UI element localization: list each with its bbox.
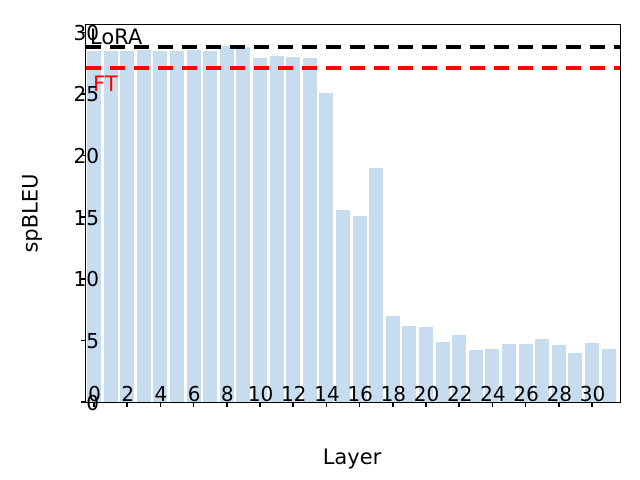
bar (203, 50, 218, 402)
y-axis-tick-label: 20 (73, 144, 99, 169)
x-axis-label: Layer (322, 445, 382, 469)
bar (352, 215, 367, 402)
x-axis-tick (524, 402, 527, 407)
x-axis-tick-label: 16 (347, 382, 373, 406)
y-axis-tick (81, 339, 86, 342)
x-axis-tick (325, 402, 328, 407)
bar (485, 349, 500, 402)
bar (302, 58, 317, 402)
bar (385, 315, 400, 402)
bar (419, 326, 433, 402)
bar (136, 49, 151, 402)
y-axis-tick (81, 216, 86, 218)
bar (236, 47, 251, 402)
bar (518, 344, 533, 402)
y-axis-tick-label: 10 (73, 267, 99, 292)
x-axis-tick (458, 402, 460, 407)
x-axis-tick (491, 402, 494, 407)
y-axis-tick (81, 154, 86, 157)
bar (253, 58, 267, 402)
y-axis-tick-label: 30 (73, 20, 99, 45)
plot-area: LoRA FT (81, 24, 621, 407)
bar (551, 345, 566, 402)
bar (153, 50, 168, 402)
x-axis-tick-label: 20 (413, 382, 440, 406)
y-axis-tick (81, 93, 86, 95)
y-axis-label: spBLEU (18, 173, 43, 253)
y-axis-tick-label: 5 (86, 328, 99, 353)
x-axis-tick-label: 18 (380, 382, 407, 406)
bar (120, 50, 135, 402)
x-axis-tick (126, 402, 128, 407)
x-axis-tick (392, 402, 394, 407)
ft-reference-line (86, 66, 620, 70)
bar (186, 49, 201, 402)
x-axis-tick-label: 14 (314, 382, 340, 406)
x-axis-tick-label: 6 (187, 382, 201, 406)
bar (601, 349, 616, 402)
y-axis-tick (81, 31, 86, 34)
bar (336, 209, 350, 402)
x-axis-tick-label: 0 (88, 382, 101, 406)
x-axis-tick-label: 30 (579, 382, 606, 406)
x-axis-tick (259, 402, 261, 407)
x-axis-tick-label: 2 (121, 382, 135, 406)
x-axis-tick-label: 8 (220, 382, 234, 406)
x-axis-tick (358, 402, 361, 407)
y-axis-tick (81, 401, 86, 403)
x-axis-tick (192, 402, 195, 407)
x-axis-tick-label: 28 (546, 382, 573, 406)
ft-line-label: FT (93, 72, 118, 96)
bar (319, 92, 334, 402)
y-axis-tick-label: 25 (73, 82, 99, 107)
bar (170, 50, 184, 402)
x-axis-tick-label: 26 (513, 382, 539, 406)
bar (103, 50, 118, 402)
x-axis-tick (226, 402, 228, 407)
bar (568, 352, 583, 402)
x-axis-tick-label: 22 (446, 382, 473, 406)
x-axis-tick (558, 402, 560, 407)
x-axis-tick (93, 402, 95, 407)
x-axis-tick-label: 12 (280, 382, 307, 406)
bar (452, 335, 467, 402)
y-axis-tick (81, 278, 86, 280)
x-axis-tick (159, 402, 162, 407)
bar (286, 57, 301, 402)
x-axis-tick-label: 4 (154, 382, 168, 406)
y-axis-tick-label: 0 (86, 390, 99, 415)
x-axis-tick-label: 10 (247, 382, 274, 406)
x-axis-tick (591, 402, 593, 407)
bar (369, 167, 384, 402)
lora-line-label: LoRA (90, 25, 143, 49)
x-axis-tick-label: 24 (480, 382, 506, 406)
x-axis-tick (292, 402, 294, 407)
bar (219, 45, 234, 402)
bar (468, 350, 483, 402)
bar (269, 55, 284, 402)
bar (435, 341, 450, 402)
x-axis-tick (425, 402, 427, 407)
bar (402, 325, 417, 402)
bar (535, 339, 550, 402)
lora-reference-line (86, 45, 620, 49)
y-axis-tick-label: 15 (73, 205, 99, 230)
bar (502, 344, 516, 402)
bar (585, 342, 599, 402)
bar (87, 50, 101, 402)
